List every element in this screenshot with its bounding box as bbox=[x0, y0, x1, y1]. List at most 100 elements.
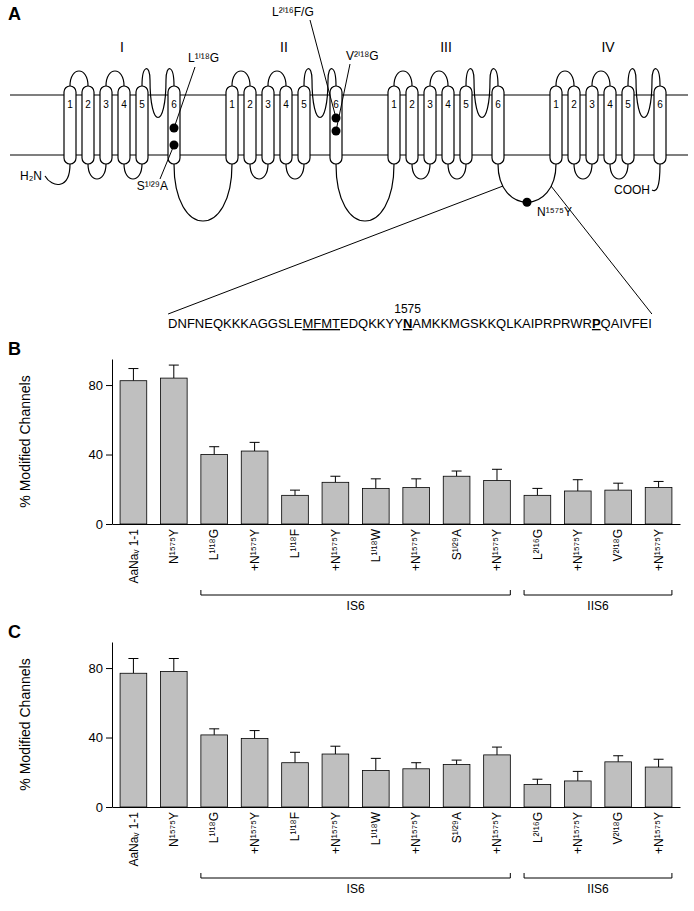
group-label: IIS6 bbox=[587, 882, 609, 896]
x-tick: L¹ⁱ¹⁸G bbox=[207, 529, 221, 560]
bar bbox=[282, 763, 309, 807]
x-tick: L²ⁱ¹⁶G bbox=[531, 529, 545, 560]
bar bbox=[484, 755, 511, 807]
bar bbox=[605, 490, 632, 524]
panel-label: B bbox=[8, 339, 21, 359]
interdomain-loop bbox=[498, 164, 556, 202]
bar bbox=[241, 451, 268, 524]
x-tick-label: +N¹⁵⁷⁵Y bbox=[490, 812, 504, 854]
error-cap bbox=[330, 746, 340, 747]
bar bbox=[403, 488, 430, 524]
x-tick-label: +N¹⁵⁷⁵Y bbox=[409, 529, 423, 571]
group-bracket bbox=[201, 590, 510, 595]
error-cap bbox=[532, 488, 542, 489]
transmembrane-segment bbox=[168, 86, 180, 164]
x-tick: L¹ⁱ¹⁸G bbox=[207, 812, 221, 843]
error-bar bbox=[133, 369, 134, 381]
error-cap bbox=[330, 476, 340, 477]
error-cap bbox=[613, 755, 623, 756]
segment-number: 2 bbox=[247, 99, 253, 110]
intracellular-loop bbox=[610, 164, 628, 179]
mutation-leader bbox=[310, 20, 336, 118]
y-axis: 04080 bbox=[89, 643, 113, 815]
segment-number: 4 bbox=[607, 99, 613, 110]
error-bar bbox=[295, 490, 296, 495]
y-tick-label: 0 bbox=[96, 517, 103, 532]
transmembrane-segment bbox=[100, 86, 112, 164]
sequence-segment: EDQKKYY bbox=[340, 316, 403, 331]
y-tick: 80 bbox=[89, 661, 112, 676]
loops bbox=[45, 69, 660, 221]
y-tick-mark bbox=[106, 668, 112, 669]
x-tick: N¹⁵⁷⁵Y bbox=[167, 812, 181, 847]
transmembrane-segment bbox=[492, 86, 504, 164]
error-cap bbox=[492, 469, 502, 470]
y-tick-label: 40 bbox=[89, 447, 103, 462]
error-bar bbox=[254, 731, 255, 739]
x-tick-label: V²ⁱ¹⁸G bbox=[611, 529, 625, 562]
sequence: DNFNEQKKKAGGSLEMFMTEDQKKYYNAMKKMGSKKQLKA… bbox=[168, 316, 652, 331]
error-bar bbox=[375, 479, 376, 489]
error-cap bbox=[169, 365, 179, 366]
x-tick: AaNaᵥ 1-1 bbox=[127, 529, 141, 584]
group-bracket bbox=[201, 873, 510, 878]
panel-label: C bbox=[8, 622, 21, 642]
c-terminus-tail bbox=[652, 164, 660, 191]
x-tick-label: L¹ⁱ¹⁸W bbox=[369, 811, 383, 845]
sequence-leader bbox=[168, 186, 503, 314]
intracellular-loop bbox=[88, 164, 106, 179]
sequence-segment: P bbox=[592, 316, 601, 331]
x-tick: L²ⁱ¹⁶G bbox=[531, 812, 545, 843]
bar bbox=[362, 771, 389, 807]
x-tick-label: L¹ⁱ¹⁸G bbox=[207, 529, 221, 560]
transmembrane-segment bbox=[388, 86, 400, 164]
error-bar bbox=[577, 480, 578, 491]
panel-a: AH₂NCOOHI123456II123456III123456IV123456… bbox=[8, 4, 688, 331]
error-cap bbox=[411, 762, 421, 763]
segment-number: 3 bbox=[103, 99, 109, 110]
x-tick-label: +N¹⁵⁷⁵Y bbox=[652, 812, 666, 854]
x-tick: +N¹⁵⁷⁵Y bbox=[490, 529, 504, 571]
interdomain-loop bbox=[336, 164, 394, 221]
bar bbox=[443, 476, 470, 524]
transmembrane-segment bbox=[226, 86, 238, 164]
error-cap bbox=[250, 442, 260, 443]
error-bar bbox=[173, 659, 174, 672]
x-tick-label: L²ⁱ¹⁶G bbox=[531, 812, 545, 843]
bar bbox=[160, 378, 187, 524]
bar bbox=[524, 784, 551, 807]
segment-number: 6 bbox=[495, 99, 501, 110]
error-cap bbox=[573, 479, 583, 480]
x-tick-label: V²ⁱ¹⁸G bbox=[611, 812, 625, 845]
domain-label: I bbox=[120, 39, 124, 55]
transmembrane-segment bbox=[82, 86, 94, 164]
y-tick: 0 bbox=[96, 517, 112, 532]
x-tick-label: +N¹⁵⁷⁵Y bbox=[329, 529, 343, 571]
x-tick-label: AaNaᵥ 1-1 bbox=[127, 529, 141, 584]
x-axis-line bbox=[113, 807, 681, 808]
error-cap bbox=[209, 446, 219, 447]
error-bar bbox=[173, 365, 174, 378]
extracellular-loop bbox=[232, 71, 250, 86]
x-tick: +N¹⁵⁷⁵Y bbox=[329, 812, 343, 854]
error-bar bbox=[254, 442, 255, 451]
y-axis-line bbox=[112, 643, 113, 808]
bar bbox=[282, 495, 309, 524]
segment-number: 4 bbox=[283, 99, 289, 110]
x-tick-label: +N¹⁵⁷⁵Y bbox=[409, 812, 423, 854]
intracellular-loop bbox=[124, 164, 142, 179]
sequence-segment: QAIVFEI bbox=[601, 316, 652, 331]
y-axis: 04080 bbox=[89, 360, 113, 532]
x-tick: +N¹⁵⁷⁵Y bbox=[652, 812, 666, 854]
bar bbox=[201, 735, 228, 807]
bar bbox=[362, 488, 389, 524]
x-tick: +N¹⁵⁷⁵Y bbox=[490, 812, 504, 854]
group-bracket bbox=[524, 873, 672, 878]
error-cap bbox=[371, 478, 381, 479]
x-tick-label: +N¹⁵⁷⁵Y bbox=[571, 812, 585, 854]
bar-chart: C04080% Modified ChannelsAaNaᵥ 1-1N¹⁵⁷⁵Y… bbox=[8, 622, 681, 896]
error-cap bbox=[573, 771, 583, 772]
y-tick: 40 bbox=[89, 447, 112, 462]
c-terminus-label: COOH bbox=[614, 183, 650, 197]
y-tick-label: 0 bbox=[96, 800, 103, 815]
